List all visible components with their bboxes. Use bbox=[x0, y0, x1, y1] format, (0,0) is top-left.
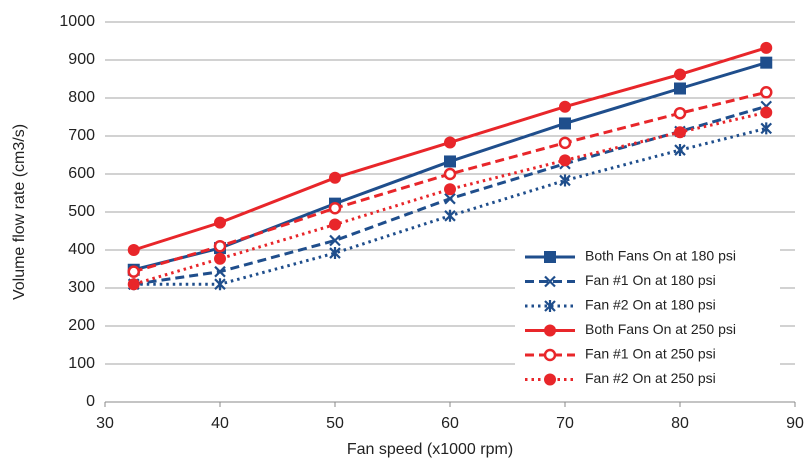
legend-label: Fan #1 On at 180 psi bbox=[585, 272, 716, 288]
marker bbox=[674, 144, 686, 157]
marker bbox=[444, 183, 456, 196]
marker bbox=[127, 278, 140, 291]
y-tick-label: 400 bbox=[68, 241, 95, 258]
x-tick-label: 70 bbox=[556, 415, 574, 432]
x-tick-label: 60 bbox=[441, 415, 459, 432]
marker bbox=[544, 300, 556, 312]
marker bbox=[443, 167, 457, 181]
legend-label: Fan #2 On at 180 psi bbox=[585, 297, 716, 313]
marker bbox=[544, 373, 556, 386]
y-tick-label: 800 bbox=[68, 89, 95, 106]
marker bbox=[674, 68, 686, 81]
marker bbox=[559, 154, 571, 167]
x-tick-label: 50 bbox=[326, 415, 344, 432]
y-tick-label: 600 bbox=[68, 165, 95, 182]
marker bbox=[329, 247, 341, 260]
marker bbox=[558, 136, 572, 150]
y-tick-label: 300 bbox=[68, 279, 95, 296]
marker bbox=[214, 278, 226, 291]
marker bbox=[544, 251, 556, 263]
marker bbox=[674, 126, 686, 139]
marker bbox=[127, 265, 140, 278]
legend-label: Both Fans On at 180 psi bbox=[585, 248, 736, 264]
marker bbox=[760, 41, 773, 54]
x-axis-label: Fan speed (x1000 rpm) bbox=[347, 441, 513, 458]
marker bbox=[673, 106, 687, 120]
marker bbox=[559, 117, 571, 130]
y-tick-label: 1000 bbox=[59, 13, 95, 30]
marker bbox=[214, 252, 226, 265]
marker bbox=[444, 155, 456, 168]
x-tick-label: 30 bbox=[96, 415, 114, 432]
marker bbox=[543, 348, 557, 362]
marker bbox=[214, 216, 226, 229]
marker bbox=[760, 122, 773, 135]
marker bbox=[544, 275, 556, 288]
marker bbox=[444, 209, 456, 222]
marker bbox=[559, 174, 571, 187]
legend-label: Fan #2 On at 250 psi bbox=[585, 370, 716, 386]
marker bbox=[760, 86, 773, 99]
marker bbox=[444, 192, 456, 205]
marker bbox=[329, 218, 341, 231]
marker bbox=[760, 106, 773, 119]
x-tick-label: 80 bbox=[671, 415, 689, 432]
marker bbox=[544, 324, 556, 337]
legend-box bbox=[515, 243, 780, 395]
marker bbox=[444, 136, 456, 149]
y-tick-label: 0 bbox=[86, 393, 95, 410]
y-tick-label: 900 bbox=[68, 51, 95, 68]
y-tick-label: 200 bbox=[68, 317, 95, 334]
marker bbox=[213, 239, 227, 253]
y-tick-label: 100 bbox=[68, 355, 95, 372]
marker bbox=[127, 244, 140, 256]
legend-label: Fan #1 On at 250 psi bbox=[585, 346, 716, 362]
y-tick-label: 700 bbox=[68, 127, 95, 144]
marker bbox=[329, 234, 341, 247]
marker bbox=[674, 82, 686, 95]
marker bbox=[328, 201, 342, 215]
x-tick-label: 90 bbox=[786, 415, 804, 432]
marker bbox=[214, 265, 226, 278]
x-tick-label: 40 bbox=[211, 415, 229, 432]
marker bbox=[760, 56, 773, 69]
y-tick-label: 500 bbox=[68, 203, 95, 220]
y-axis-label: Volume flow rate (cm3/s) bbox=[11, 124, 28, 300]
legend-label: Both Fans On at 250 psi bbox=[585, 321, 736, 337]
marker bbox=[329, 171, 341, 184]
marker bbox=[559, 100, 571, 113]
